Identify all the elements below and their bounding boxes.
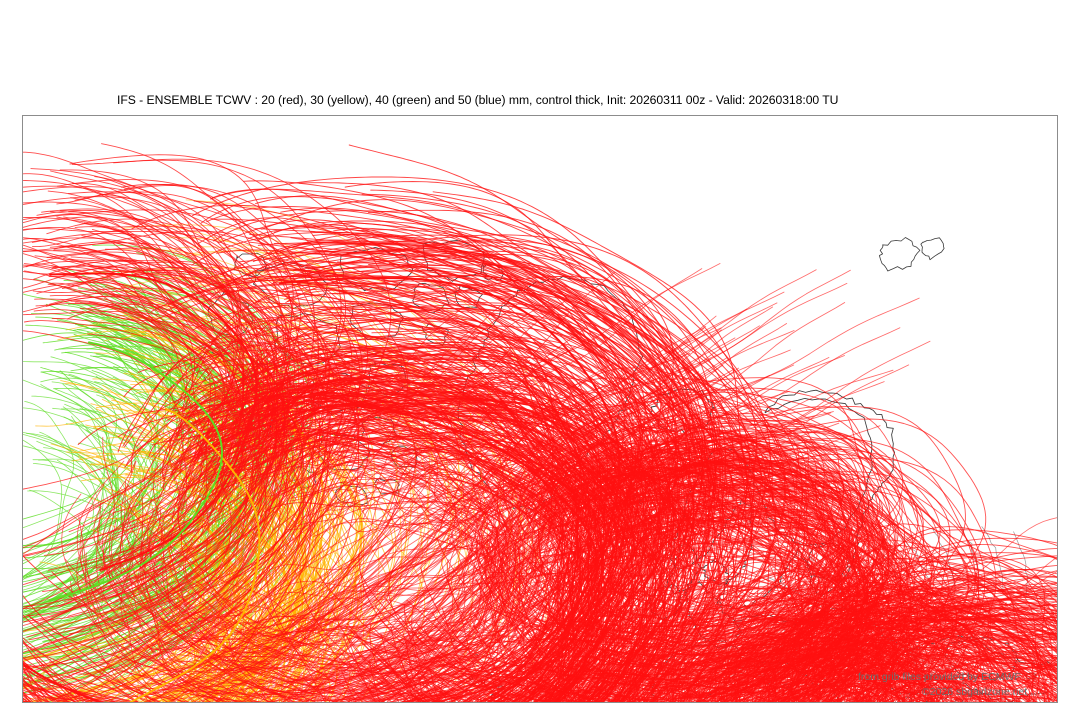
ensemble-contour-layer	[23, 144, 1057, 702]
chart-title: IFS - ENSEMBLE TCWV : 20 (red), 30 (yell…	[117, 93, 838, 107]
map-vector-layer	[23, 116, 1057, 702]
map-canvas[interactable]	[22, 115, 1058, 703]
